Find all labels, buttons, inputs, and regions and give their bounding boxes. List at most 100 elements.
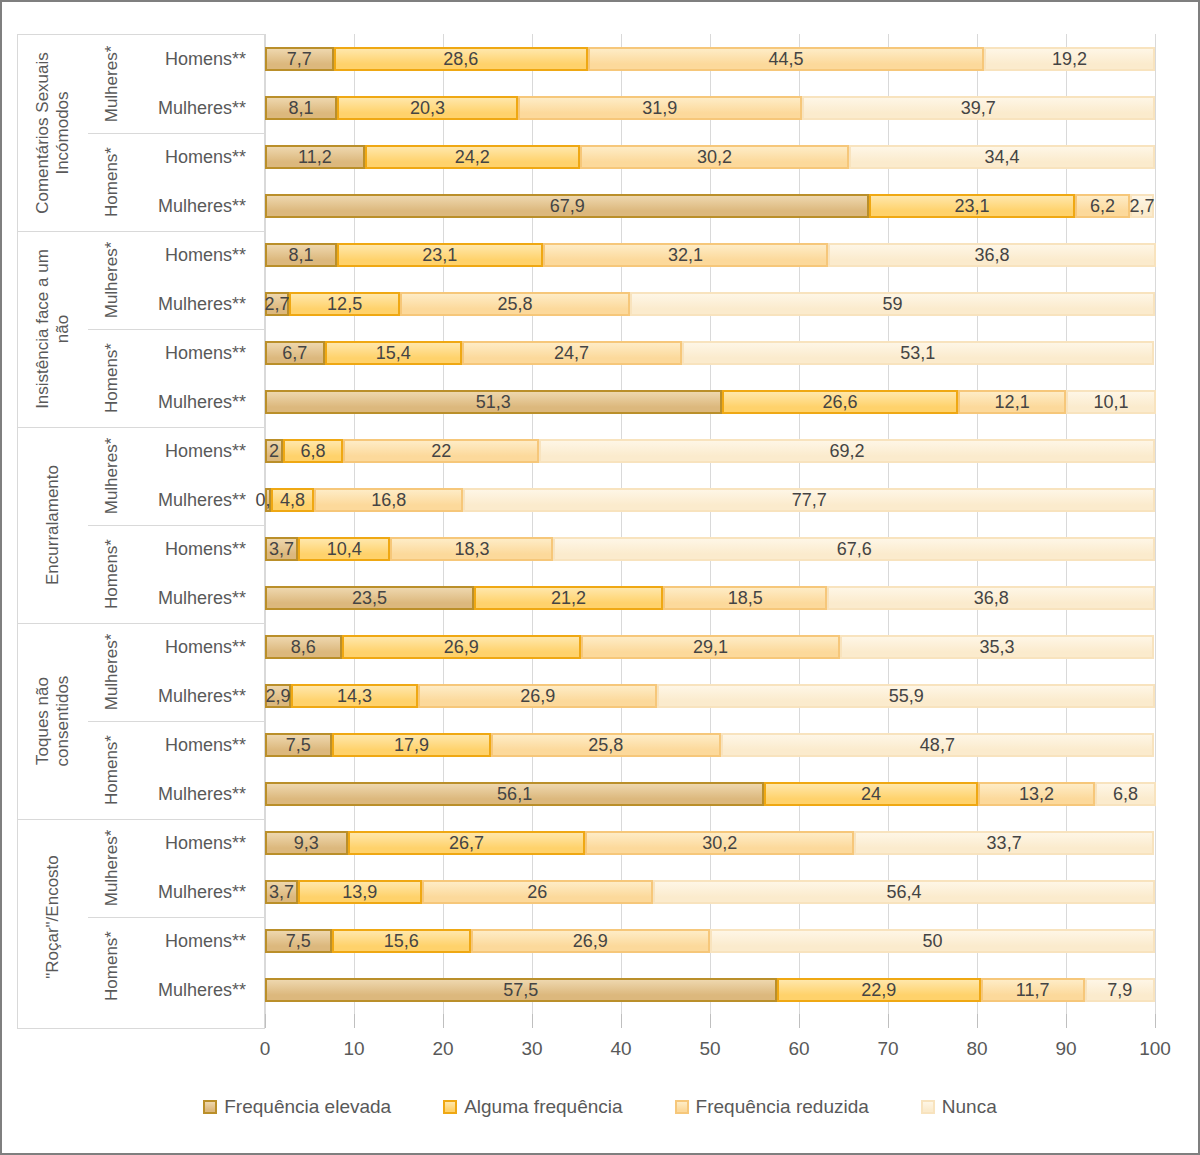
- bar-segment-label: 6,7: [282, 344, 307, 362]
- bar-segment: 22: [343, 439, 539, 463]
- bar-segment: 6,8: [283, 439, 344, 463]
- bar-segment-label: 19,2: [1052, 50, 1087, 68]
- bar-segment-label: 67,9: [550, 197, 585, 215]
- row-label: Homens**: [122, 35, 264, 84]
- bar-segment: 55,9: [657, 684, 1155, 708]
- bar-row: 57,522,911,77,9: [265, 978, 1155, 1002]
- bar-segment: 6,7: [265, 341, 325, 365]
- row-label: Mulheres**: [122, 84, 264, 133]
- bar-segment-label: 36,8: [975, 246, 1010, 264]
- bar-segment-label: 26,9: [520, 687, 555, 705]
- bar-segment-label: 36,8: [974, 589, 1009, 607]
- bar-segment-label: 30,2: [697, 148, 732, 166]
- bar-row: 6,715,424,753,1: [265, 341, 1155, 365]
- bar-segment-label: 39,7: [961, 99, 996, 117]
- gridline: [443, 34, 444, 1014]
- group-label: Comentários Sexuais Incómodos: [33, 47, 74, 219]
- bar-segment-label: 23,1: [955, 197, 990, 215]
- x-axis-tick-label: 90: [1055, 1038, 1076, 1060]
- bar-segment-label: 67,6: [837, 540, 872, 558]
- bar-segment-label: 77,7: [792, 491, 827, 509]
- bar-segment-label: 17,9: [394, 736, 429, 754]
- row-label: Homens**: [122, 819, 264, 868]
- bar-segment-label: 25,8: [588, 736, 623, 754]
- row-label: Mulheres**: [122, 868, 264, 917]
- legend-item: Frequência reduzida: [675, 1096, 869, 1118]
- subgroup-label: Mulheres*: [102, 36, 122, 132]
- bar-segment: 31,9: [518, 96, 802, 120]
- bar-segment-label: 56,4: [886, 883, 921, 901]
- bar-segment-label: 22,9: [861, 981, 896, 999]
- gridline: [1155, 34, 1156, 1014]
- bar-segment: 2,7: [265, 292, 289, 316]
- subgroup-label: Homens*: [102, 134, 122, 230]
- bar-segment-label: 7,5: [286, 932, 311, 950]
- bar-segment: 3,7: [265, 880, 298, 904]
- group-label: Toques não consentidos: [33, 635, 74, 807]
- bar-segment-label: 7,7: [287, 50, 312, 68]
- legend-label: Alguma frequência: [464, 1096, 622, 1118]
- bar-segment: 35,3: [840, 635, 1154, 659]
- bar-segment-label: 44,5: [769, 50, 804, 68]
- row-label: Mulheres**: [122, 378, 264, 427]
- bar-row: 7,515,626,950: [265, 929, 1155, 953]
- bar-segment-label: 26,7: [449, 834, 484, 852]
- bar-segment-label: 26,9: [573, 932, 608, 950]
- legend-item: Alguma frequência: [443, 1096, 622, 1118]
- bar-segment: 24,2: [365, 145, 580, 169]
- bar-segment-label: 12,5: [327, 295, 362, 313]
- bar-segment-label: 3,7: [269, 883, 294, 901]
- x-axis-tick: [532, 1014, 533, 1028]
- bar-segment-label: 69,2: [830, 442, 865, 460]
- group-label-cell: "Roçar"/Encosto: [18, 819, 88, 1015]
- category-axis-panel: Comentários Sexuais IncómodosMulheres*Ho…: [17, 34, 265, 1029]
- bar-segment: 36,8: [827, 586, 1155, 610]
- bar-segment: 25,8: [400, 292, 630, 316]
- bar-segment-label: 15,6: [384, 932, 419, 950]
- bar-segment-label: 4,8: [280, 491, 305, 509]
- group-label: Encurralamento: [43, 439, 63, 611]
- bar-segment-label: 34,4: [984, 148, 1019, 166]
- bar-segment: 12,5: [289, 292, 400, 316]
- bar-segment: 59: [630, 292, 1155, 316]
- bar-row: 51,326,612,110,1: [265, 390, 1155, 414]
- bar-segment: 39,7: [802, 96, 1155, 120]
- bar-segment-label: 15,4: [376, 344, 411, 362]
- x-axis-tick: [354, 1014, 355, 1028]
- x-axis-tick-label: 20: [432, 1038, 453, 1060]
- bar-segment: 51,3: [265, 390, 722, 414]
- row-label: Mulheres**: [122, 280, 264, 329]
- bar-segment-label: 55,9: [889, 687, 924, 705]
- bar-segment-label: 14,3: [337, 687, 372, 705]
- bar-segment: 77,7: [463, 488, 1155, 512]
- bar-segment: 15,6: [332, 929, 471, 953]
- x-axis-tick-label: 30: [521, 1038, 542, 1060]
- bar-segment: 26,9: [471, 929, 710, 953]
- bar-segment: 53,1: [682, 341, 1155, 365]
- row-label: Mulheres**: [122, 182, 264, 231]
- x-axis-tick: [710, 1014, 711, 1028]
- x-axis-tick: [621, 1014, 622, 1028]
- subgroup-label: Homens*: [102, 722, 122, 818]
- bar-segment-label: 2: [269, 442, 279, 460]
- bar-segment: 30,2: [580, 145, 849, 169]
- group-label-cell: Comentários Sexuais Incómodos: [18, 35, 88, 231]
- bar-segment: 6,8: [1095, 782, 1156, 806]
- bar-row: 26,822 69,2: [265, 439, 1155, 463]
- bar-row: 8,626,929,135,3: [265, 635, 1155, 659]
- bar-segment-label: 10,4: [327, 540, 362, 558]
- bar-segment: 67,9: [265, 194, 869, 218]
- x-axis-tick-label: 60: [788, 1038, 809, 1060]
- x-axis-tick: [1066, 1014, 1067, 1028]
- bar-segment: 57,5: [265, 978, 777, 1002]
- legend-swatch: [443, 1100, 457, 1114]
- subgroup-label: Mulheres*: [102, 820, 122, 916]
- bar-row: 2,7 12,5 25,859: [265, 292, 1155, 316]
- x-axis-tick: [265, 1014, 266, 1028]
- bar-segment: 26,7: [348, 831, 586, 855]
- bar-segment: 13,2: [978, 782, 1095, 806]
- bar-segment-label: 33,7: [987, 834, 1022, 852]
- gridline: [354, 34, 355, 1014]
- group-label-cell: Encurralamento: [18, 427, 88, 623]
- bar-segment: 69,2: [539, 439, 1155, 463]
